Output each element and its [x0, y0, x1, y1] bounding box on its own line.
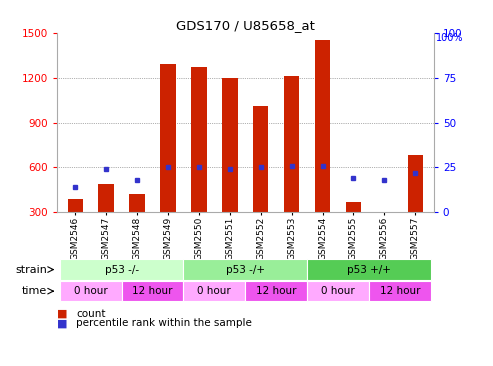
- Bar: [346, 202, 361, 212]
- Text: 12 hour: 12 hour: [132, 286, 173, 296]
- Text: ■: ■: [57, 318, 67, 328]
- Bar: [68, 199, 83, 212]
- Bar: [191, 67, 207, 212]
- Bar: [160, 64, 176, 212]
- Text: strain: strain: [15, 265, 47, 274]
- Title: GDS170 / U85658_at: GDS170 / U85658_at: [176, 19, 315, 32]
- Text: 0 hour: 0 hour: [321, 286, 355, 296]
- Text: percentile rank within the sample: percentile rank within the sample: [76, 318, 252, 328]
- Text: 100%: 100%: [436, 33, 464, 43]
- Text: time: time: [22, 286, 47, 296]
- Bar: [315, 40, 330, 212]
- Bar: [377, 212, 392, 214]
- Text: p53 +/+: p53 +/+: [347, 265, 391, 274]
- Bar: [99, 184, 114, 212]
- Bar: [129, 194, 145, 212]
- Text: p53 -/+: p53 -/+: [226, 265, 265, 274]
- Text: 12 hour: 12 hour: [256, 286, 296, 296]
- Text: 0 hour: 0 hour: [198, 286, 231, 296]
- Bar: [284, 76, 299, 212]
- Text: p53 -/-: p53 -/-: [105, 265, 139, 274]
- Bar: [222, 78, 238, 212]
- Text: count: count: [76, 309, 106, 319]
- Text: 0 hour: 0 hour: [74, 286, 107, 296]
- Text: ■: ■: [57, 309, 67, 319]
- Text: 12 hour: 12 hour: [380, 286, 420, 296]
- Bar: [253, 106, 269, 212]
- Bar: [408, 156, 423, 212]
